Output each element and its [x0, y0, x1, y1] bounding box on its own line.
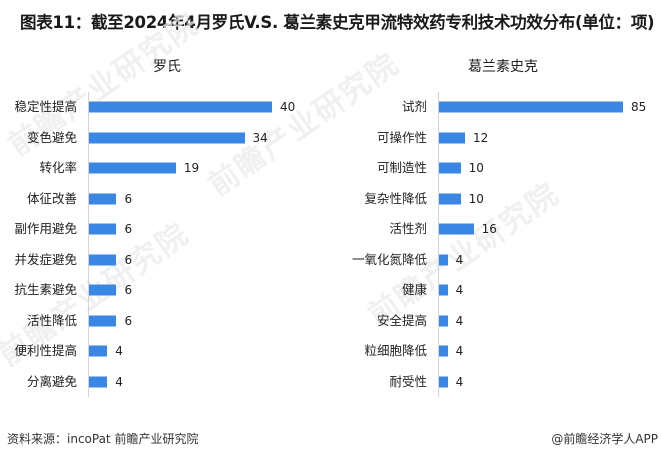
category-label: 变色避免	[26, 129, 77, 145]
bar	[439, 284, 448, 296]
bar	[439, 101, 623, 113]
chart-panel-roche: 罗氏 稳定性提高 40 变色避免 34 转化率 19 体征改善 6 副作用避免 6 并发症避免 6 抗生…	[14, 59, 296, 397]
bar	[439, 223, 474, 235]
value-label: 10	[468, 191, 484, 206]
value-label: 40	[280, 100, 296, 114]
value-label: 6	[124, 313, 133, 328]
bar	[439, 132, 465, 144]
category-label: 粒细胞降低	[364, 343, 427, 359]
category-label: 健康	[401, 282, 427, 298]
category-label: 可操作性	[376, 129, 427, 145]
bar	[89, 284, 117, 296]
category-label: 并发症避免	[14, 251, 77, 267]
category-label: 可制造性	[376, 160, 427, 176]
value-label: 6	[124, 283, 133, 298]
bar	[439, 254, 448, 266]
chart-title: 图表11：截至2024年4月罗氏V.S. 葛兰素史克甲流特效药专利技术功效分布(…	[20, 13, 655, 32]
category-label: 安全提高	[376, 312, 427, 328]
bar	[89, 101, 272, 113]
value-label: 4	[115, 374, 123, 389]
category-label: 便利性提高	[14, 343, 77, 359]
category-label: 复杂性降低	[364, 190, 427, 206]
panel-title: 葛兰素史克	[468, 59, 538, 75]
credit-note: @前瞻经济学人APP	[551, 432, 658, 446]
category-label: 转化率	[39, 160, 77, 176]
y-axis-line	[438, 92, 439, 397]
bar	[439, 193, 461, 205]
y-axis-line	[88, 92, 89, 397]
category-label: 活性剂	[389, 221, 427, 237]
bar	[89, 223, 117, 235]
bar	[89, 315, 117, 327]
category-label: 试剂	[401, 99, 427, 114]
bar	[89, 345, 108, 357]
value-label: 6	[124, 191, 133, 206]
category-label: 抗生素避免	[14, 282, 77, 298]
value-label: 12	[472, 130, 489, 145]
value-label: 85	[631, 100, 647, 114]
value-label: 4	[455, 344, 464, 359]
value-label: 4	[455, 252, 464, 267]
value-label: 10	[468, 161, 484, 176]
value-label: 6	[124, 252, 133, 267]
bar	[89, 132, 245, 144]
category-label: 分离避免	[26, 373, 77, 389]
bar	[439, 162, 461, 174]
value-label: 4	[455, 283, 464, 298]
value-label: 16	[481, 222, 497, 237]
source-note: 资料来源：incoPat 前瞻产业研究院	[7, 432, 199, 446]
bar	[439, 315, 448, 327]
value-label: 19	[183, 161, 200, 176]
value-label: 34	[252, 130, 268, 145]
category-label: 耐受性	[389, 373, 427, 389]
value-label: 4	[115, 344, 123, 359]
category-label: 活性降低	[26, 312, 77, 328]
category-label: 稳定性提高	[14, 99, 77, 114]
bar	[439, 345, 448, 357]
bar	[89, 254, 117, 266]
category-label: 一氧化氮降低	[351, 251, 427, 267]
panel-title: 罗氏	[153, 59, 181, 75]
category-label: 体征改善	[26, 190, 77, 206]
value-label: 4	[455, 313, 464, 328]
bar	[89, 193, 117, 205]
value-label: 6	[124, 222, 133, 237]
bar	[89, 162, 176, 174]
bar	[89, 376, 108, 388]
value-label: 4	[455, 374, 464, 389]
bar	[439, 376, 448, 388]
category-label: 副作用避免	[14, 221, 77, 237]
